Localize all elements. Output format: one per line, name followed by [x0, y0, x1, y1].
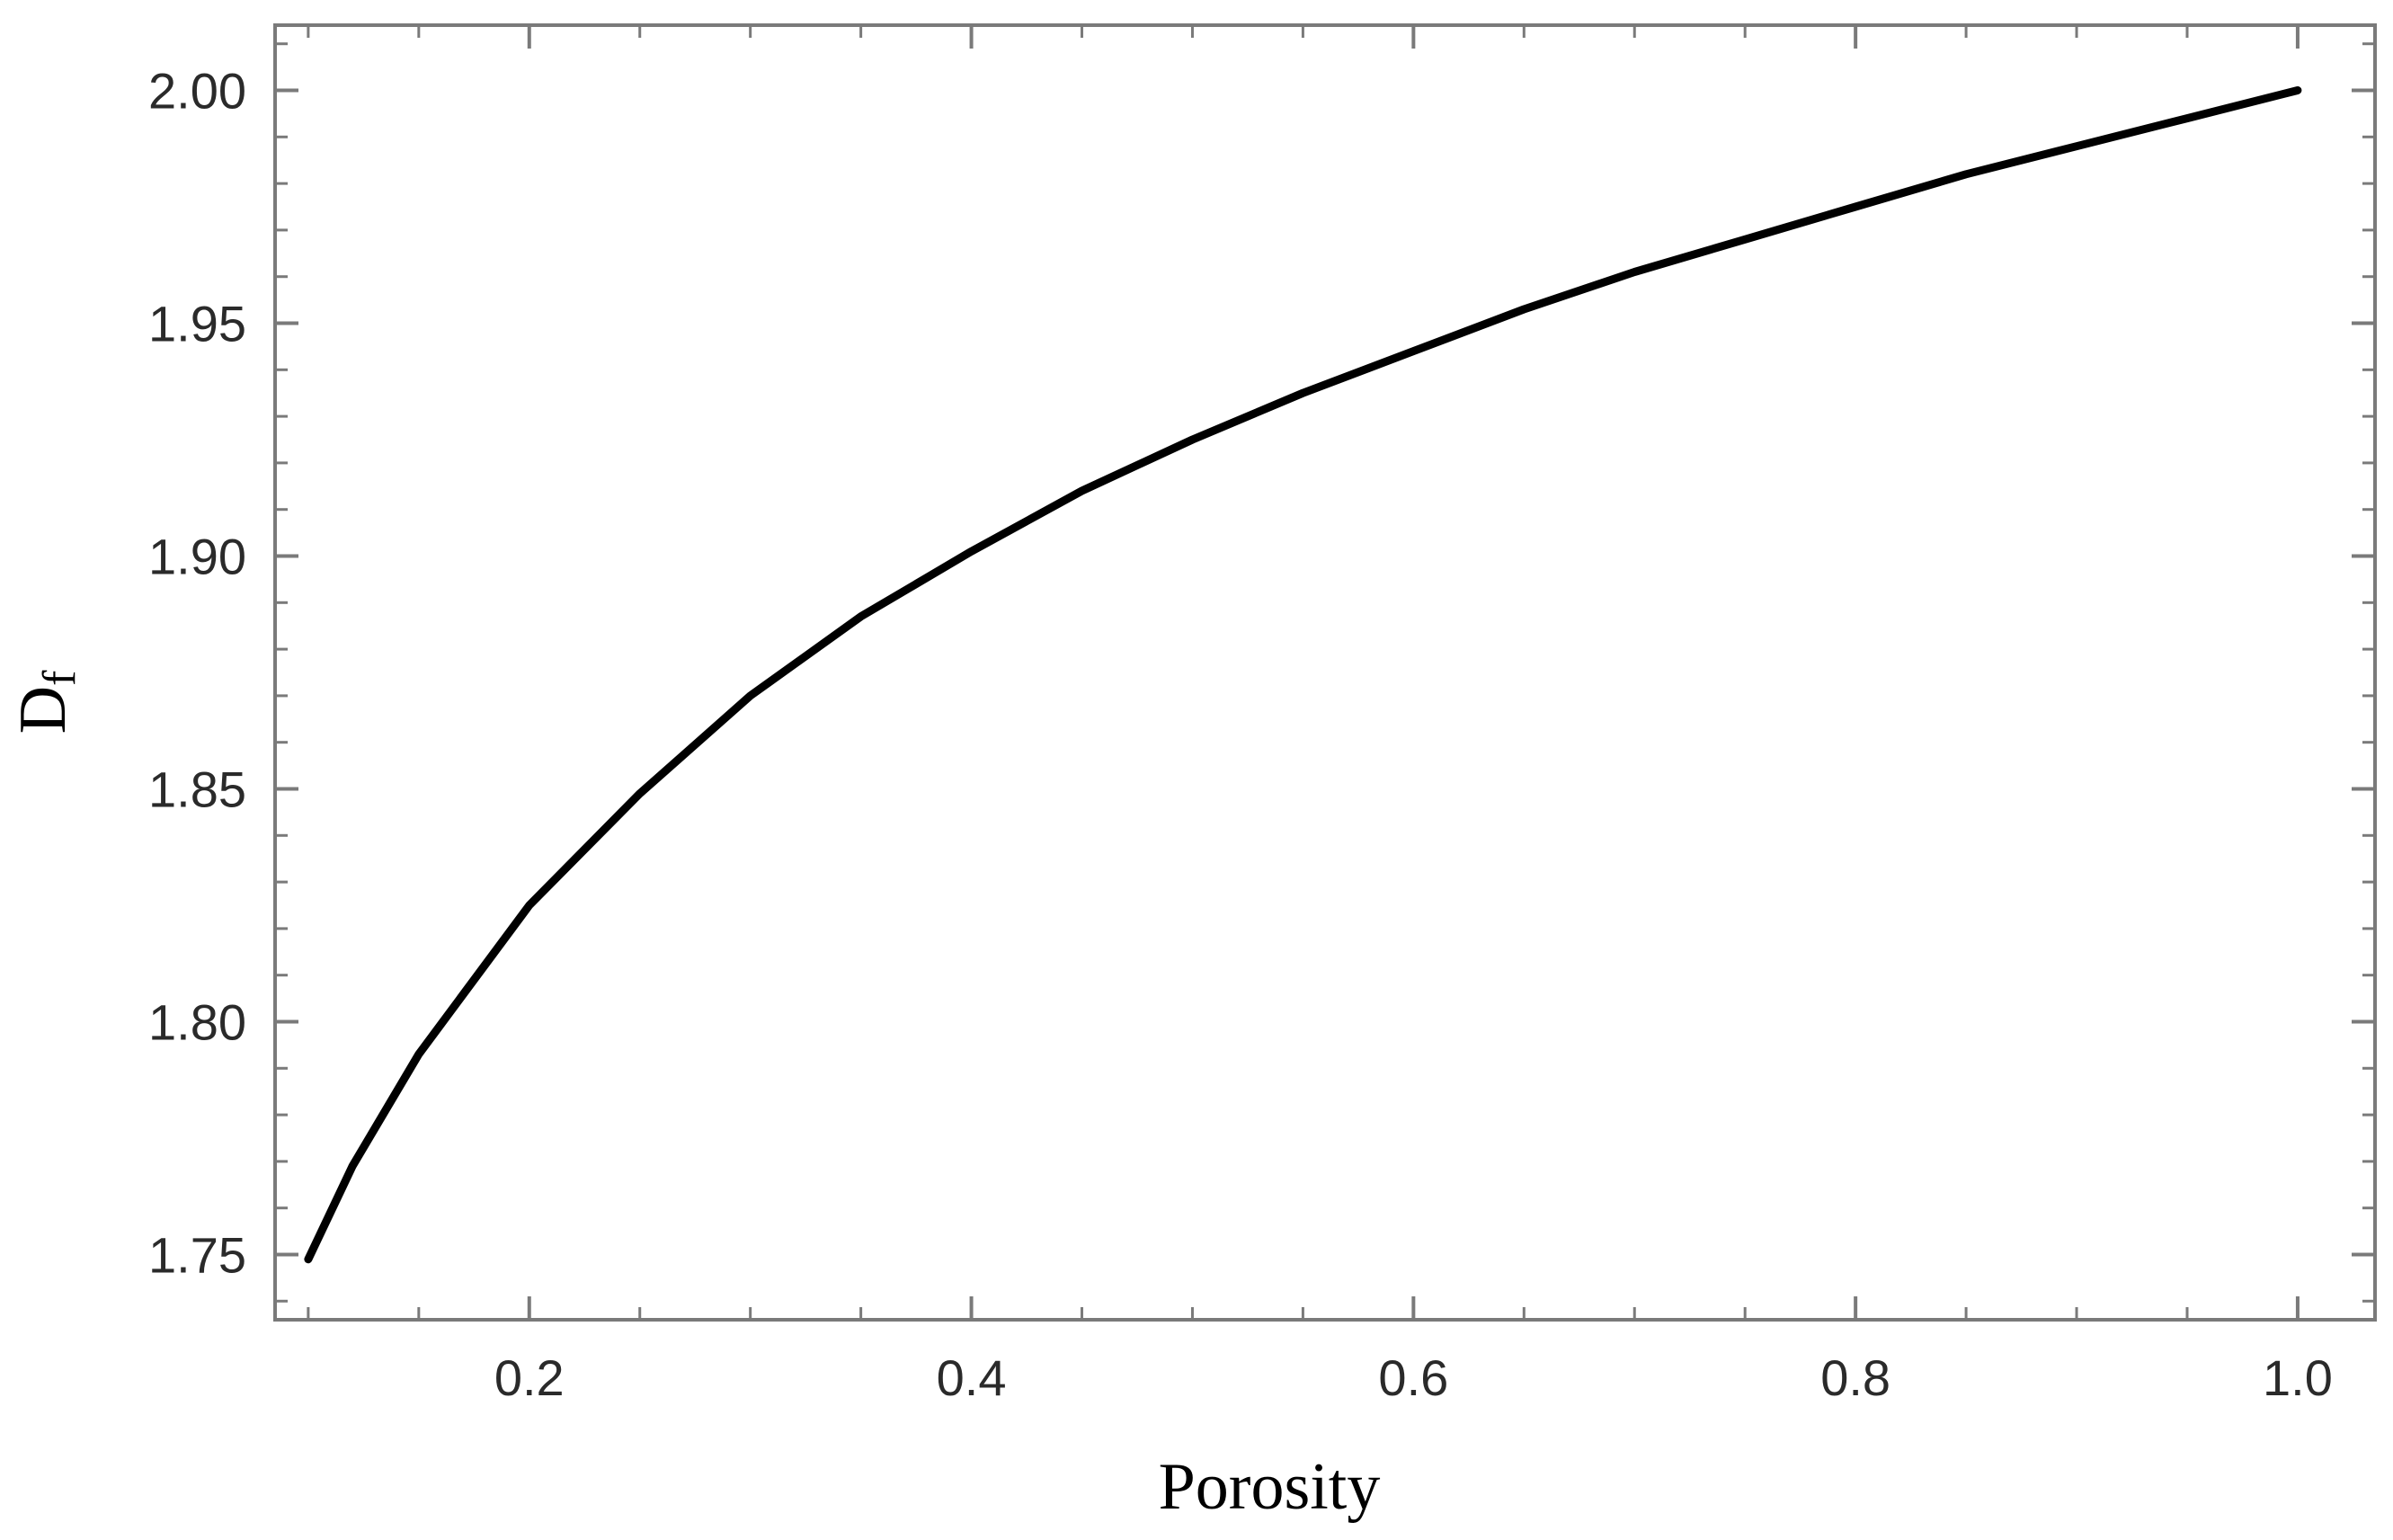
y-tick-label: 1.85 — [148, 761, 246, 817]
y-axis-title: Df — [6, 670, 85, 734]
y-tick-label: 2.00 — [148, 63, 246, 120]
x-tick-label: 0.2 — [494, 1349, 565, 1406]
y-tick-label: 1.95 — [148, 296, 246, 352]
minor-ticks — [275, 25, 2375, 1320]
y-tick-label: 1.75 — [148, 1226, 246, 1283]
major-ticks — [275, 25, 2375, 1320]
x-tick-label: 1.0 — [2263, 1349, 2333, 1406]
x-tick-label: 0.4 — [937, 1349, 1007, 1406]
series-layer — [304, 86, 2302, 1264]
y-tick-label: 1.90 — [148, 529, 246, 585]
plot-frame — [273, 23, 2377, 1322]
series-line-0 — [304, 86, 2302, 1264]
x-tick-labels: 0.2 0.4 0.6 0.8 1.0 — [494, 1349, 2333, 1406]
x-tick-label: 0.6 — [1378, 1349, 1448, 1406]
y-tick-label: 1.80 — [148, 993, 246, 1050]
y-tick-labels: 1.75 1.80 1.85 1.90 1.95 2.00 — [148, 63, 246, 1284]
y-axis-title-subscript: f — [34, 670, 85, 686]
x-axis-title: Porosity — [1159, 1450, 1381, 1524]
x-tick-label: 0.8 — [1820, 1349, 1890, 1406]
y-axis-title-main: D — [6, 686, 80, 734]
